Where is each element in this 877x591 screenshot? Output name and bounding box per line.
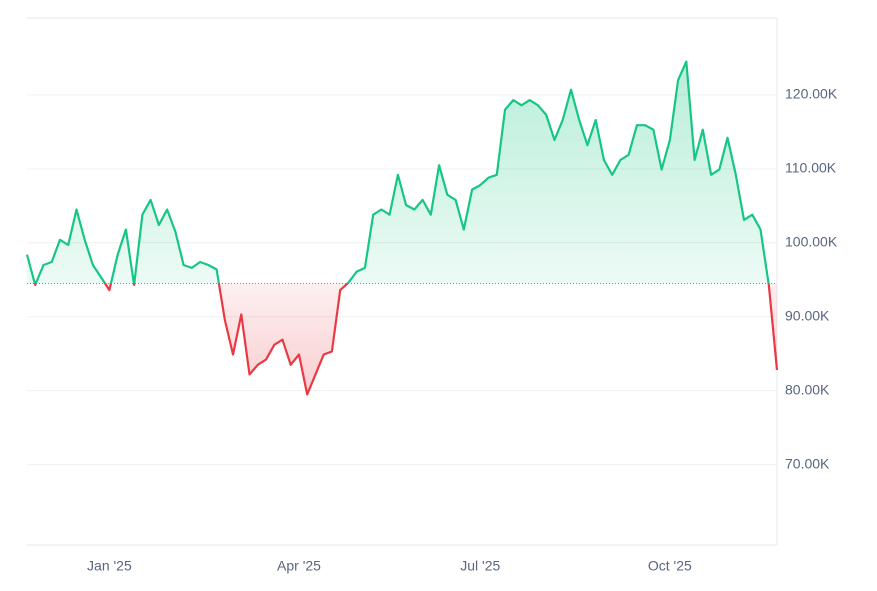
y-tick-label: 90.00K: [785, 307, 830, 323]
y-tick-label: 110.00K: [785, 160, 837, 176]
x-tick-label: Jan '25: [87, 558, 132, 574]
x-tick-label: Jul '25: [460, 558, 500, 574]
price-line: [25, 60, 779, 396]
x-tick-label: Apr '25: [277, 558, 321, 574]
y-tick-label: 70.00K: [785, 455, 830, 471]
y-tick-label: 80.00K: [785, 381, 830, 397]
y-tick-label: 120.00K: [785, 86, 838, 102]
area: [27, 61, 777, 395]
x-tick-label: Oct '25: [648, 558, 692, 574]
y-tick-label: 100.00K: [785, 233, 838, 249]
